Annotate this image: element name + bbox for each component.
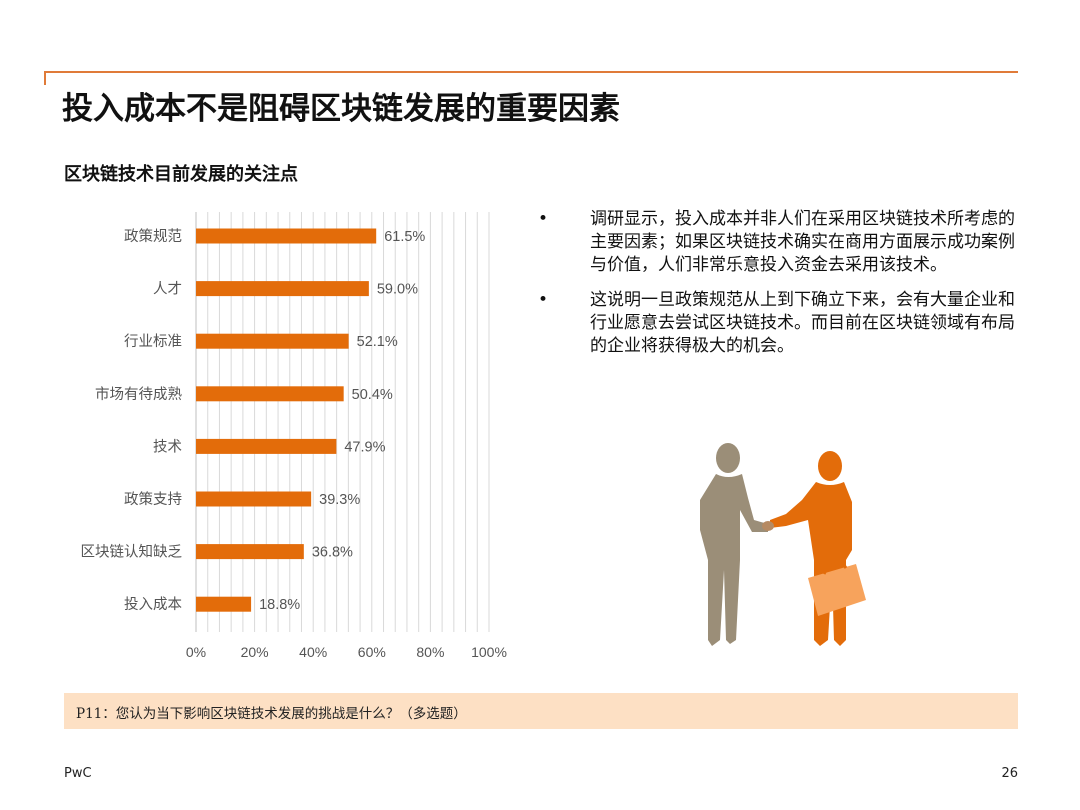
survey-question-text: P11：您认为当下影响区块链技术发展的挑战是什么？（多选题） <box>76 706 467 722</box>
category-label: 区块链认知缺乏 <box>81 544 183 561</box>
right-businessman-icon <box>770 451 852 646</box>
page-number: 26 <box>1001 766 1018 781</box>
category-label: 行业标准 <box>124 333 182 350</box>
bar-chart: 0% 20% 40% 60% 80% 100% 政策规范 61.5% 人才 59.0% 行业标准 52… <box>81 212 507 660</box>
x-tick-label: 60% <box>358 644 386 660</box>
bar <box>196 228 377 244</box>
left-businessman-icon <box>700 443 768 646</box>
bullet-marker: • <box>538 290 549 310</box>
data-label: 18.8% <box>259 597 300 613</box>
header-rule <box>44 71 1018 73</box>
handshake-businessmen-icon <box>700 443 866 646</box>
category-label: 市场有待成熟 <box>95 386 182 403</box>
bar <box>196 438 337 454</box>
x-tick-label: 100% <box>471 644 507 660</box>
data-label: 59.0% <box>377 282 418 298</box>
bar <box>196 544 304 560</box>
bullet-item: • 调研显示，投入成本并非人们在采用区块链技术所考虑的主要因素；如果区块链技术确… <box>538 208 1020 277</box>
bullet-text: 这说明一旦政策规范从上到下确立下来，会有大量企业和行业愿意去尝试区块链技术。而目… <box>590 290 1015 356</box>
bar <box>196 596 252 612</box>
data-label: 47.9% <box>344 439 385 455</box>
x-tick-label: 20% <box>241 644 269 660</box>
bullet-item: • 这说明一旦政策规范从上到下确立下来，会有大量企业和行业愿意去尝试区块链技术。… <box>538 289 1020 358</box>
survey-question-note: P11：您认为当下影响区块链技术发展的挑战是什么？（多选题） <box>64 693 1018 729</box>
data-label: 36.8% <box>312 545 353 561</box>
bullet-list: • 调研显示，投入成本并非人们在采用区块链技术所考虑的主要因素；如果区块链技术确… <box>538 208 1020 370</box>
bullet-marker: • <box>538 209 549 229</box>
category-label: 投入成本 <box>124 596 182 613</box>
category-label: 技术 <box>153 438 182 455</box>
x-tick-label: 0% <box>186 644 206 660</box>
data-label: 52.1% <box>357 334 398 350</box>
page-title: 投入成本不是阻碍区块链发展的重要因素 <box>62 91 620 127</box>
bar <box>196 281 369 297</box>
briefcase-icon <box>808 560 866 616</box>
category-label: 政策支持 <box>124 491 182 508</box>
handshake-hands-icon <box>762 521 774 531</box>
x-tick-label: 80% <box>416 644 444 660</box>
header-rule-tick <box>44 71 46 85</box>
chart-subtitle: 区块链技术目前发展的关注点 <box>64 164 298 185</box>
data-label: 39.3% <box>319 492 360 508</box>
x-tick-label: 40% <box>299 644 327 660</box>
data-label: 50.4% <box>352 387 393 403</box>
category-label: 人才 <box>153 281 182 298</box>
bar <box>196 386 344 402</box>
category-label: 政策规范 <box>124 228 182 245</box>
bullet-text: 调研显示，投入成本并非人们在采用区块链技术所考虑的主要因素；如果区块链技术确实在… <box>590 209 1015 275</box>
data-label: 61.5% <box>384 229 425 245</box>
bar <box>196 333 349 349</box>
footer-brand: PwC <box>64 766 92 781</box>
bar <box>196 491 312 507</box>
